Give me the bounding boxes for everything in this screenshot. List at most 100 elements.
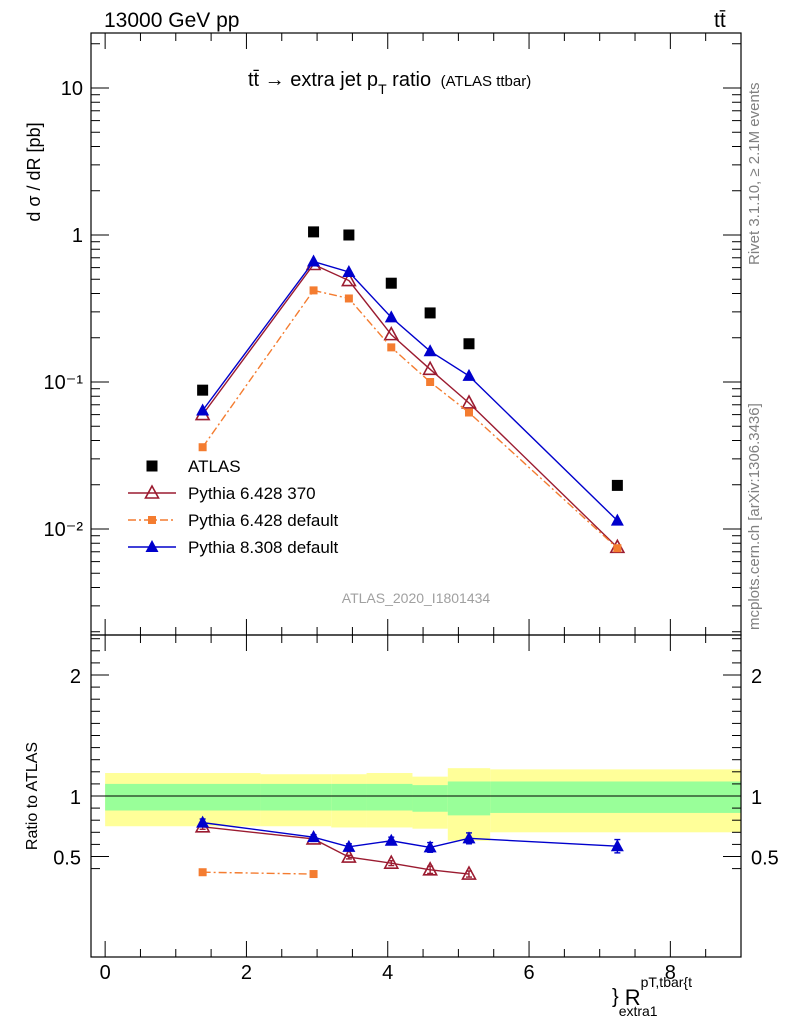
ratio-series-group <box>194 815 624 880</box>
data-point <box>464 408 473 417</box>
data-point <box>461 394 477 409</box>
ratio-data-point <box>461 865 477 880</box>
ratio-data-point <box>610 839 624 852</box>
data-point <box>341 271 357 287</box>
y-tick-label: 10⁻² <box>44 519 84 541</box>
y-tick-label: 1 <box>72 225 83 247</box>
data-point <box>307 254 321 267</box>
ratio-uncertainty-bands <box>91 768 741 841</box>
ratio-band-green <box>447 781 491 816</box>
main-title-extra: (ATLAS ttbar) <box>441 73 532 90</box>
data-point <box>423 344 437 357</box>
y-tick-label: 10 <box>61 78 83 100</box>
legend-entry: Pythia 6.428 370 <box>128 484 316 503</box>
ratio-band-green <box>105 783 261 811</box>
ratio-y-tick-label: 1 <box>70 787 81 809</box>
legend-label: Pythia 6.428 default <box>188 511 339 530</box>
ratio-series-line <box>202 826 470 875</box>
legend-marker <box>145 540 159 552</box>
ratio-data-point <box>342 839 356 852</box>
series-line <box>202 260 618 522</box>
ratio-data-point <box>196 815 210 828</box>
ratio-data-point <box>307 830 321 843</box>
energy-label: 13000 GeV pp <box>104 9 239 32</box>
ratio-band-green <box>490 781 741 813</box>
series-3 <box>196 254 624 526</box>
data-point <box>196 403 210 416</box>
legend-entry: Pythia 8.308 default <box>128 538 339 557</box>
x-label-sup: pT,tbar{t <box>641 974 692 990</box>
ratio-data-point <box>462 831 476 844</box>
legend-label: Pythia 8.308 default <box>188 538 339 557</box>
legend: ATLAS Pythia 6.428 370 Pythia 6.428 defaul… <box>128 457 339 557</box>
ratio-data-point <box>422 861 438 876</box>
data-point <box>385 277 397 289</box>
data-point <box>198 443 207 452</box>
data-point <box>308 226 320 238</box>
series-1 <box>194 255 626 554</box>
data-point <box>383 325 400 341</box>
main-title-tail: ratio <box>387 69 431 91</box>
series-line <box>202 289 618 549</box>
ratio-band-green <box>260 783 332 811</box>
ratio-y-tick-label: 2 <box>70 666 81 688</box>
main-series-group <box>194 226 626 554</box>
ratio-y-tick-label: 0.5 <box>53 848 81 870</box>
main-title: tt̄ → extra jet pT ratio (ATLAS ttbar) <box>248 69 531 97</box>
ratio-y-tick-label-right: 0.5 <box>751 848 779 870</box>
legend-entry: ATLAS <box>146 457 241 476</box>
main-y-axis-label: d σ / dR [pb] <box>24 122 44 221</box>
x-label-main: R <box>625 985 641 1010</box>
x-label-sub: extra1 <box>619 1003 658 1019</box>
data-point <box>344 294 353 303</box>
ratio-x-tick-label: 2 <box>241 962 252 984</box>
main-title-text: tt̄ → extra jet p <box>248 69 378 91</box>
ratio-x-tick-label: 6 <box>523 962 534 984</box>
data-point <box>426 378 435 386</box>
data-point <box>611 479 623 491</box>
data-point <box>309 286 318 295</box>
mcplots-label: mcplots.cern.ch [arXiv:1306.3436] <box>746 403 763 630</box>
rivet-version-label: Rivet 3.1.10, ≥ 2.1M events <box>746 83 763 266</box>
y-tick-label: 10⁻¹ <box>44 372 84 394</box>
analysis-label: ATLAS_2020_I1801434 <box>342 590 491 606</box>
ratio-band-green <box>412 785 448 812</box>
legend-entry: Pythia 6.428 default <box>128 511 339 530</box>
main-title-subscript: T <box>378 81 387 97</box>
ratio-band-green <box>366 783 413 811</box>
ratio-y-tick-label-right: 2 <box>751 666 762 688</box>
data-point <box>610 513 624 526</box>
ratio-series-2 <box>196 815 624 854</box>
x-label-brace: } <box>612 986 619 1008</box>
legend-marker <box>146 460 158 472</box>
ratio-x-tick-label: 4 <box>382 962 393 984</box>
series-line <box>202 263 618 548</box>
series-0 <box>197 226 623 491</box>
data-point <box>197 384 209 396</box>
ratio-x-tick-label: 8 <box>665 962 676 984</box>
legend-label: Pythia 6.428 370 <box>188 484 316 503</box>
ratio-y-tick-label-right: 1 <box>751 787 762 809</box>
legend-marker <box>144 484 160 499</box>
ratio-data-point <box>383 854 400 869</box>
ratio-data-point <box>198 868 207 877</box>
ratio-data-point <box>309 870 318 879</box>
process-label: tt̄ <box>714 9 726 32</box>
data-point <box>463 338 475 350</box>
legend-label: ATLAS <box>188 457 241 476</box>
ratio-axis-ticks: 0.5 0.5 1 1 2 2 0 2 4 6 8 <box>53 635 779 984</box>
data-point <box>462 368 476 381</box>
ratio-y-axis-label: Ratio to ATLAS <box>24 742 41 850</box>
series-2 <box>198 286 622 553</box>
data-point <box>613 544 622 553</box>
data-point <box>422 360 438 376</box>
ratio-plot-panel: 0.5 0.5 1 1 2 2 0 2 4 6 8 Ratio to ATLAS RpT,tbar{… <box>24 634 779 1019</box>
legend-marker <box>148 516 156 524</box>
data-point <box>342 265 356 278</box>
main-axis-ticks: 10⁻² 10⁻¹ 1 10 <box>44 33 742 635</box>
data-point <box>424 307 436 319</box>
ratio-x-tick-label: 0 <box>100 962 111 984</box>
ratio-x-axis-label: RpT,tbar{t}extra1 <box>612 974 692 1019</box>
ratio-data-point <box>341 848 357 863</box>
